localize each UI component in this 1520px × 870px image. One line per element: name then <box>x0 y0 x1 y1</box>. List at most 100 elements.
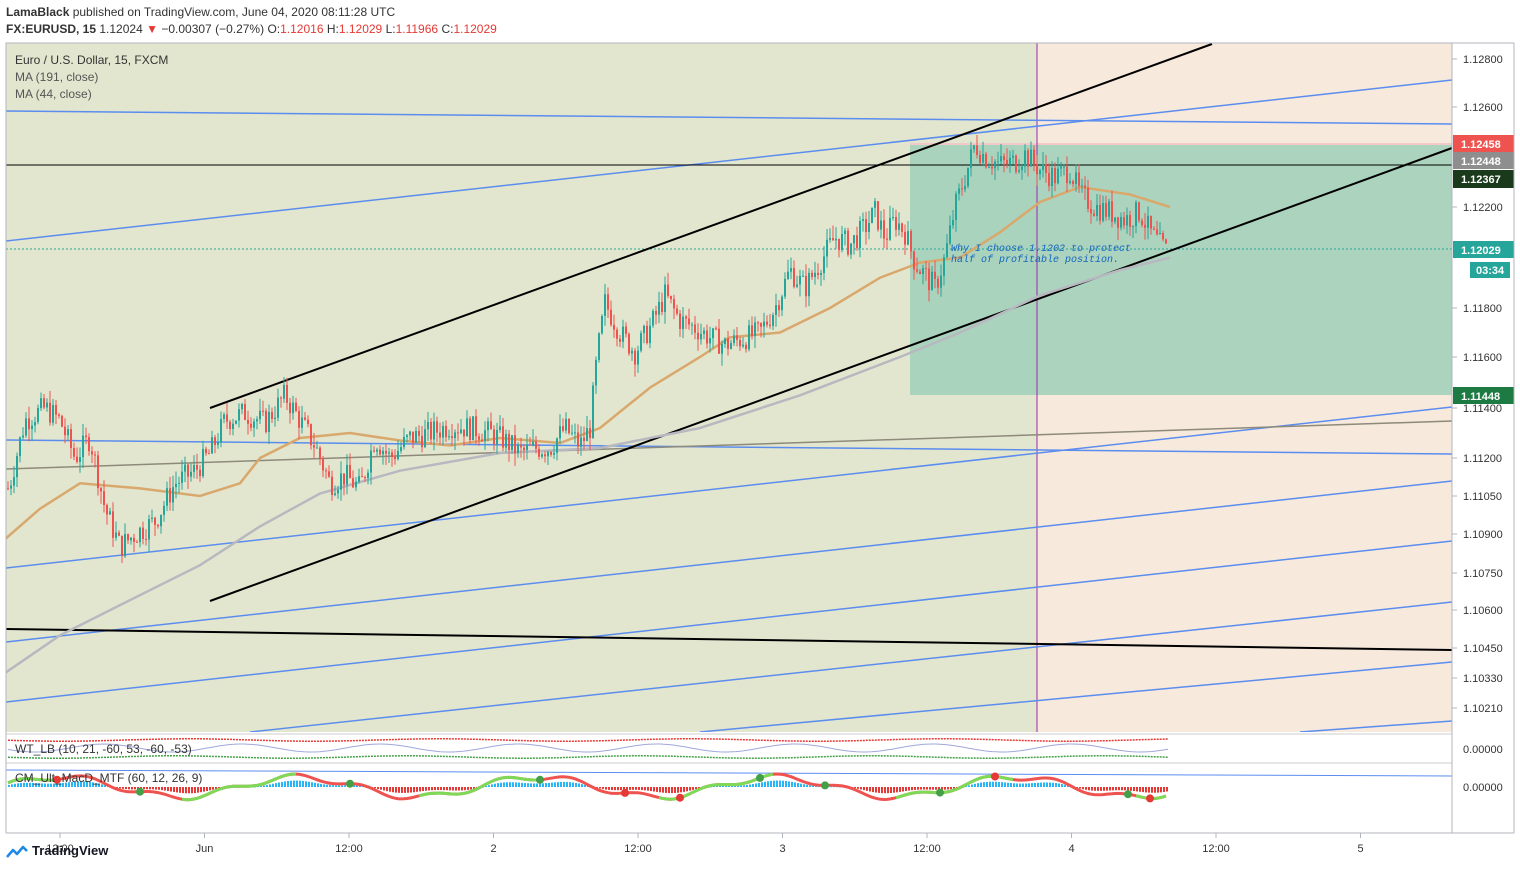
macd-label[interactable]: CM_Ult_MacD_MTF (60, 12, 26, 9) <box>15 771 202 785</box>
candle-body[interactable] <box>88 437 90 452</box>
candle-body[interactable] <box>283 384 285 399</box>
candle-body[interactable] <box>889 217 891 240</box>
candle-body[interactable] <box>106 505 108 515</box>
candle-body[interactable] <box>1156 229 1158 235</box>
candle-body[interactable] <box>598 333 600 360</box>
candle-body[interactable] <box>298 411 300 428</box>
candle-body[interactable] <box>505 433 507 448</box>
candle-body[interactable] <box>1075 172 1077 184</box>
candle-body[interactable] <box>670 296 672 300</box>
candle-body[interactable] <box>190 471 192 477</box>
candle-body[interactable] <box>142 527 144 539</box>
candle-body[interactable] <box>307 419 309 425</box>
candle-body[interactable] <box>256 419 258 422</box>
candle-body[interactable] <box>811 272 813 278</box>
candle-body[interactable] <box>1024 150 1026 167</box>
candle-body[interactable] <box>634 350 636 365</box>
candle-body[interactable] <box>796 284 798 287</box>
candle-body[interactable] <box>439 432 441 438</box>
candle-body[interactable] <box>832 238 834 241</box>
candle-body[interactable] <box>10 485 12 489</box>
candle-body[interactable] <box>856 235 858 249</box>
grey-trendline[interactable] <box>6 420 1452 470</box>
candle-body[interactable] <box>979 155 981 163</box>
candle-body[interactable] <box>1033 149 1035 164</box>
candle-body[interactable] <box>529 444 531 446</box>
candle-body[interactable] <box>835 238 837 241</box>
candle-body[interactable] <box>211 437 213 454</box>
candle-body[interactable] <box>415 430 417 443</box>
candle-body[interactable] <box>271 411 273 419</box>
candle-body[interactable] <box>163 505 165 515</box>
candle-body[interactable] <box>961 188 963 190</box>
candle-body[interactable] <box>388 452 390 454</box>
candle-body[interactable] <box>1117 217 1119 228</box>
candle-body[interactable] <box>952 220 954 226</box>
footer-brand[interactable]: TradingView <box>6 843 108 859</box>
candle-body[interactable] <box>883 220 885 239</box>
candle-body[interactable] <box>988 166 990 168</box>
candle-body[interactable] <box>112 511 114 538</box>
channel-line-5[interactable] <box>699 661 1452 732</box>
channel-line-3[interactable] <box>6 540 1452 703</box>
candle-body[interactable] <box>700 333 702 340</box>
candle-body[interactable] <box>208 453 210 455</box>
candle-body[interactable] <box>217 442 219 445</box>
candle-body[interactable] <box>691 324 693 326</box>
candle-body[interactable] <box>130 537 132 541</box>
candle-body[interactable] <box>577 432 579 447</box>
candle-body[interactable] <box>1045 164 1047 173</box>
candle-body[interactable] <box>1087 187 1089 209</box>
candle-body[interactable] <box>1090 208 1092 214</box>
candle-body[interactable] <box>34 422 36 426</box>
candle-body[interactable] <box>292 402 294 414</box>
candle-body[interactable] <box>331 476 333 495</box>
candle-body[interactable] <box>763 321 765 327</box>
candle-body[interactable] <box>685 316 687 319</box>
candle-body[interactable] <box>481 439 483 442</box>
candle-body[interactable] <box>160 514 162 527</box>
candle-body[interactable] <box>181 471 183 483</box>
candle-body[interactable] <box>400 447 402 451</box>
candle-body[interactable] <box>970 149 972 168</box>
candle-body[interactable] <box>910 231 912 252</box>
candle-body[interactable] <box>532 441 534 446</box>
candle-body[interactable] <box>238 409 240 421</box>
candle-body[interactable] <box>688 318 690 325</box>
candle-body[interactable] <box>442 425 444 438</box>
candle-body[interactable] <box>31 425 33 430</box>
candle-body[interactable] <box>697 332 699 340</box>
candle-body[interactable] <box>55 405 57 415</box>
candle-body[interactable] <box>808 272 810 297</box>
candle-body[interactable] <box>799 275 801 285</box>
candle-body[interactable] <box>334 493 336 495</box>
candle-body[interactable] <box>1036 164 1038 175</box>
candle-body[interactable] <box>316 447 318 449</box>
candle-body[interactable] <box>169 488 171 503</box>
candle-body[interactable] <box>430 421 432 440</box>
candle-body[interactable] <box>391 452 393 457</box>
candle-body[interactable] <box>934 271 936 279</box>
candle-body[interactable] <box>349 464 351 479</box>
candle-body[interactable] <box>1129 215 1131 227</box>
candle-body[interactable] <box>919 271 921 275</box>
candle-body[interactable] <box>637 350 639 365</box>
candle-body[interactable] <box>433 421 435 440</box>
candle-body[interactable] <box>967 167 969 187</box>
rising-channel-lower[interactable] <box>209 147 1452 602</box>
candle-body[interactable] <box>904 231 906 245</box>
candle-body[interactable] <box>82 435 84 458</box>
candle-body[interactable] <box>319 447 321 459</box>
legend-ma191[interactable]: MA (191, close) <box>15 70 98 84</box>
candle-body[interactable] <box>451 436 453 439</box>
candle-body[interactable] <box>739 339 741 347</box>
candle-body[interactable] <box>781 296 783 311</box>
candle-body[interactable] <box>121 535 123 557</box>
candle-body[interactable] <box>397 451 399 460</box>
candle-body[interactable] <box>1144 224 1146 228</box>
candle-body[interactable] <box>853 235 855 244</box>
candle-body[interactable] <box>445 425 447 438</box>
candle-body[interactable] <box>709 338 711 344</box>
candle-body[interactable] <box>784 278 786 297</box>
candle-body[interactable] <box>175 483 177 488</box>
